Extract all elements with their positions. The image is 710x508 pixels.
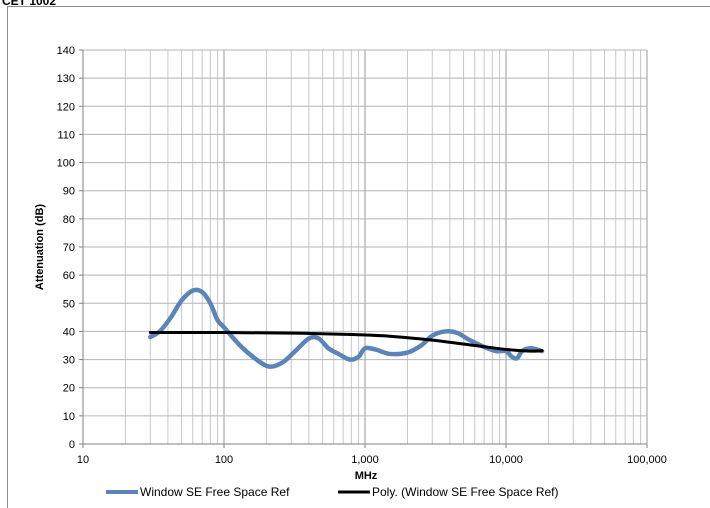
legend-label-poly: Poly. (Window SE Free Space Ref) [372, 485, 559, 499]
y-tick-label: 40 [63, 326, 75, 338]
y-tick-label: 110 [57, 129, 75, 141]
y-tick-label: 120 [57, 101, 75, 113]
y-tick-label: 130 [57, 73, 75, 85]
y-tick-label: 20 [63, 383, 75, 395]
x-tick-label: 10,000 [489, 454, 523, 466]
x-tick-label: 100,000 [627, 454, 667, 466]
grid-lines [82, 49, 648, 445]
y-tick-label: 90 [63, 186, 75, 198]
y-tick-label: 10 [63, 411, 75, 423]
y-axis-title: Attenuation (dB) [34, 204, 46, 290]
legend: Window SE Free Space Ref Poly. (Window S… [106, 485, 559, 499]
axes [79, 49, 648, 448]
y-tick-label: 100 [57, 158, 75, 170]
x-tick-label: 1,000 [351, 454, 379, 466]
y-tick-label: 50 [63, 298, 75, 310]
chart-frame [7, 6, 710, 508]
x-axis-title: MHz [355, 470, 378, 482]
y-tick-label: 80 [63, 214, 75, 226]
y-tick-label: 60 [63, 270, 75, 282]
series-poly-trendline [148, 331, 544, 353]
series-window-se-free-space-ref [148, 287, 545, 369]
y-tick-label: 0 [69, 439, 75, 451]
y-tick-label: 30 [63, 355, 75, 367]
y-tick-labels: 0 10 20 30 40 50 60 70 80 90 100 110 120 130 140 [57, 45, 75, 451]
series-lines [148, 287, 545, 369]
x-tick-labels: 10 100 1,000 10,000 100,000 [77, 454, 667, 466]
x-tick-label: 10 [77, 454, 89, 466]
y-tick-label: 140 [57, 45, 75, 57]
y-tick-label: 70 [63, 242, 75, 254]
legend-label-window-se: Window SE Free Space Ref [140, 485, 290, 499]
x-tick-label: 100 [215, 454, 233, 466]
partial-header-label: CET 1002 [2, 0, 57, 8]
